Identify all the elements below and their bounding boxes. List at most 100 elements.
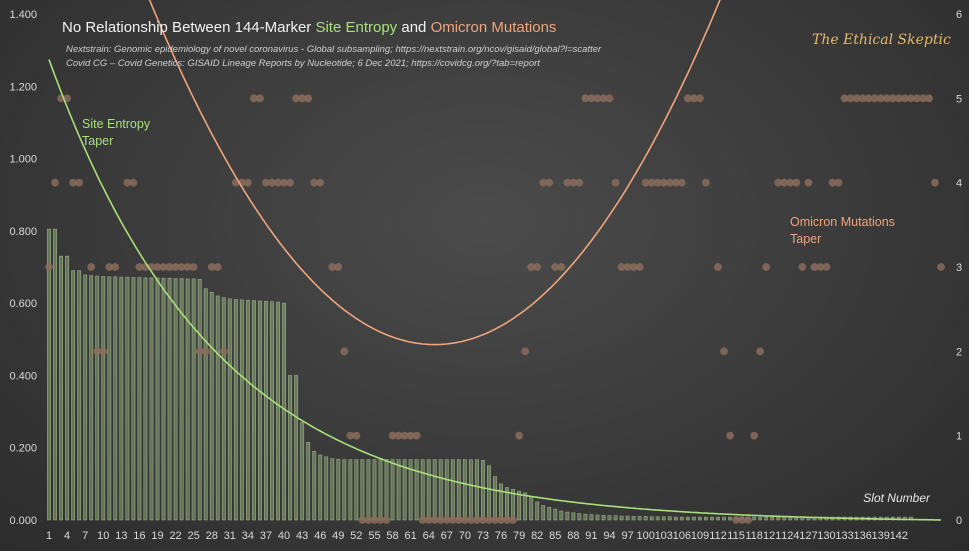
entropy-bar xyxy=(661,516,666,521)
entropy-bar xyxy=(227,298,232,521)
omicron-dot xyxy=(479,516,487,524)
entropy-bar xyxy=(402,459,407,521)
entropy-bar xyxy=(589,514,594,521)
omicron-dot xyxy=(250,94,258,103)
omicron-dot xyxy=(804,178,813,187)
entropy-bar xyxy=(420,459,425,521)
omicron-dot xyxy=(460,516,469,524)
x-tick-label: 109 xyxy=(691,530,709,542)
entropy-bar xyxy=(679,516,684,521)
entropy-bar xyxy=(89,275,94,521)
x-tick-label: 1 xyxy=(46,530,52,542)
entropy-bar xyxy=(408,459,413,521)
omicron-dot xyxy=(635,263,644,271)
x-axis: 1 4 7 10 13 16 19 22 25 28 31 34 37 40 43 46 49 52 55 58 61 6… xyxy=(46,530,908,542)
x-tick-label: 91 xyxy=(585,530,597,542)
y-left-tick-label: 1.000 xyxy=(9,154,37,166)
omicron-mutations-taper-line xyxy=(148,0,721,346)
entropy-bar xyxy=(414,459,419,521)
omicron-dot xyxy=(382,516,391,524)
x-tick-label: 46 xyxy=(314,530,326,542)
entropy-bar xyxy=(547,507,552,521)
site-entropy-bars xyxy=(47,228,913,521)
entropy-bar xyxy=(257,300,262,521)
omicron-dot xyxy=(545,178,554,187)
entropy-bar xyxy=(324,456,329,521)
omicron-dot xyxy=(605,94,614,103)
omicron-mutation-dots xyxy=(45,94,945,524)
entropy-bar xyxy=(83,274,88,521)
entropy-bar xyxy=(764,516,769,521)
omicron-dot xyxy=(454,516,463,524)
entropy-bar xyxy=(251,300,256,521)
omicron-dot xyxy=(358,516,367,524)
x-tick-label: 34 xyxy=(242,530,254,542)
y-right-tick-label: 0 xyxy=(956,515,962,527)
entropy-bar xyxy=(71,270,76,521)
entropy-bar xyxy=(360,459,365,521)
omicron-dot xyxy=(400,431,409,440)
entropy-bar xyxy=(95,275,100,521)
omicron-dot xyxy=(617,263,626,271)
omicron-dot xyxy=(882,94,891,103)
entropy-bar xyxy=(65,255,70,521)
omicron-taper-label-line-1: Omicron Mutations xyxy=(790,215,895,229)
omicron-dot xyxy=(864,94,873,103)
omicron-dot xyxy=(503,516,511,524)
entropy-bar xyxy=(691,516,696,521)
entropy-bar xyxy=(149,277,154,521)
entropy-bar xyxy=(372,459,377,521)
entropy-bar xyxy=(697,516,702,521)
x-tick-label: 31 xyxy=(224,530,236,542)
y-left-axis: 0.000 0.200 0.400 0.600 0.800 1.000 1.200 1.400 xyxy=(9,9,37,527)
omicron-dot xyxy=(111,263,120,271)
y-left-tick-label: 0.800 xyxy=(9,226,37,238)
entropy-bar xyxy=(396,459,401,521)
omicron-dot xyxy=(828,178,837,187)
omicron-dot xyxy=(539,178,548,187)
omicron-dot xyxy=(798,263,807,271)
site-entropy-taper-line xyxy=(48,59,942,521)
entropy-bar xyxy=(703,516,708,521)
omicron-dot xyxy=(280,178,288,187)
omicron-dot xyxy=(93,347,102,356)
omicron-dot xyxy=(466,516,475,524)
omicron-dot xyxy=(448,516,457,524)
omicron-dot xyxy=(744,516,753,524)
omicron-dot xyxy=(485,516,493,524)
omicron-dot xyxy=(521,347,530,356)
entropy-bar xyxy=(155,277,160,521)
entropy-bar xyxy=(306,441,311,521)
omicron-dot xyxy=(129,178,138,187)
omicron-dot xyxy=(207,263,216,271)
omicron-dot xyxy=(376,516,385,524)
omicron-dot xyxy=(274,178,282,187)
x-tick-label: 19 xyxy=(151,530,163,542)
entropy-bar xyxy=(493,476,497,521)
omicron-dot xyxy=(689,94,698,103)
omicron-dot xyxy=(750,431,759,440)
entropy-bar xyxy=(426,459,431,521)
omicron-dot xyxy=(243,178,252,187)
x-tick-label: 142 xyxy=(890,530,908,542)
entropy-bar xyxy=(722,516,726,521)
omicron-dot xyxy=(533,263,542,271)
omicron-dot xyxy=(581,94,590,103)
entropy-bar xyxy=(523,492,528,521)
omicron-dot xyxy=(575,178,584,187)
omicron-dot xyxy=(659,178,668,187)
x-tick-label: 97 xyxy=(621,530,633,542)
omicron-dot xyxy=(262,178,270,187)
omicron-dot xyxy=(816,263,825,271)
entropy-bar xyxy=(637,516,642,521)
x-tick-label: 70 xyxy=(459,530,471,542)
x-tick-label: 7 xyxy=(82,530,88,542)
omicron-dot xyxy=(762,263,771,271)
omicron-dot xyxy=(774,178,783,187)
x-tick-label: 79 xyxy=(513,530,525,542)
x-tick-label: 121 xyxy=(763,530,781,542)
omicron-dot xyxy=(189,263,198,271)
entropy-bar xyxy=(788,516,793,521)
omicron-dot xyxy=(75,178,84,187)
